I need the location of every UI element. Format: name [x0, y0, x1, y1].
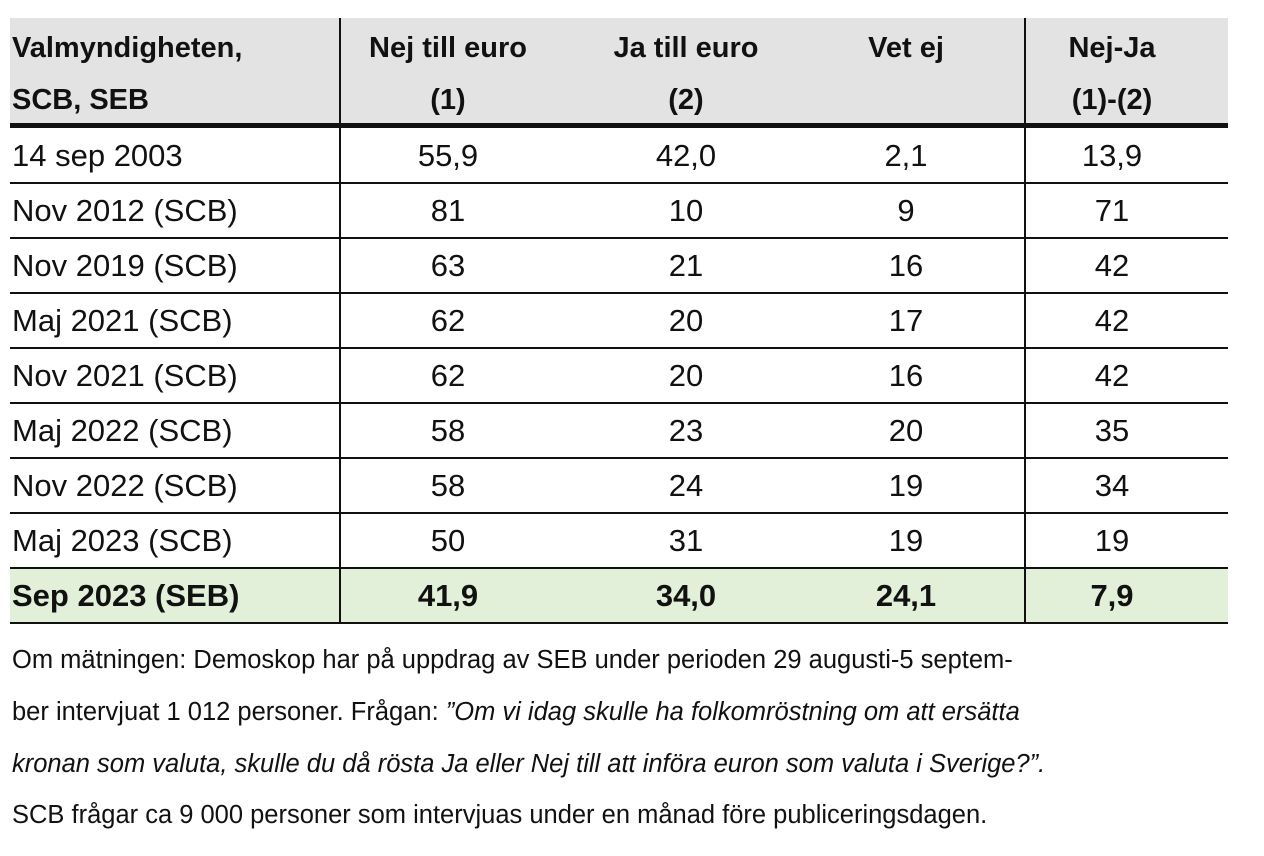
table-cell: 42 [1094, 303, 1130, 338]
table-cell: 62 [430, 358, 466, 393]
row-rule [10, 347, 1228, 349]
table-cell: 7,9 [1090, 578, 1134, 613]
table-cell: 34,0 [655, 578, 717, 613]
row-rule [10, 512, 1228, 514]
table-cell: 17 [888, 303, 924, 338]
header-cell: Nej till euro [369, 32, 527, 64]
header-cell: Ja till euro [613, 32, 759, 64]
column-divider [1024, 18, 1026, 622]
row-rule [10, 292, 1228, 294]
header-cell: Nej-Ja [1068, 32, 1156, 64]
row-rule [10, 237, 1228, 239]
note-line: SCB frågar ca 9 000 personer som intervj… [12, 801, 988, 829]
table-cell: Nov 2022 (SCB) [12, 468, 238, 503]
note-line: Om mätningen: Demoskop har på uppdrag av… [12, 646, 1013, 674]
header-rule [10, 123, 1228, 128]
table-cell: 21 [668, 248, 704, 283]
table-cell: 14 sep 2003 [12, 138, 183, 173]
table-cell: 63 [430, 248, 466, 283]
table-cell: 71 [1094, 193, 1130, 228]
table-cell: 50 [430, 523, 466, 558]
table-cell: 9 [897, 193, 915, 228]
table-cell: Nov 2019 (SCB) [12, 248, 238, 283]
table-cell: 19 [888, 523, 924, 558]
table-cell: 31 [668, 523, 704, 558]
table-cell: Maj 2023 (SCB) [12, 523, 233, 558]
header-cell: (2) [668, 84, 704, 116]
table-cell: Maj 2021 (SCB) [12, 303, 233, 338]
note-line: ber intervjuat 1 012 personer. Frågan: ”… [12, 697, 1020, 727]
table-cell: 20 [668, 358, 704, 393]
header-cell: SCB, SEB [12, 84, 149, 116]
row-rule [10, 567, 1228, 569]
table-cell: 81 [430, 193, 466, 228]
table-cell: 55,9 [417, 138, 479, 173]
table-cell: 19 [1094, 523, 1130, 558]
table-cell: 62 [430, 303, 466, 338]
note-text: ber intervjuat 1 012 personer. Frågan: [12, 698, 446, 726]
header-cell: (1)-(2) [1071, 84, 1153, 116]
table-cell: 23 [668, 413, 704, 448]
header-cell: (1) [430, 84, 466, 116]
table-cell: Nov 2021 (SCB) [12, 358, 238, 393]
table-cell: 34 [1094, 468, 1130, 503]
table-cell: Maj 2022 (SCB) [12, 413, 233, 448]
table-cell: 13,9 [1081, 138, 1143, 173]
table-cell: 20 [888, 413, 924, 448]
table-cell: 16 [888, 358, 924, 393]
note-quote: kronan som valuta, skulle du då rösta Ja… [12, 750, 1046, 778]
table-cell: 2,1 [884, 138, 928, 173]
table-cell: 42 [1094, 358, 1130, 393]
table-cell: 10 [668, 193, 704, 228]
table-cell: 24,1 [875, 578, 937, 613]
table-cell: 35 [1094, 413, 1130, 448]
table-cell: 42 [1094, 248, 1130, 283]
header-cell: Vet ej [868, 32, 944, 64]
row-rule [10, 182, 1228, 184]
note-quote: ”Om vi idag skulle ha folkomröstning om … [445, 698, 1020, 726]
header-cell: Valmyndigheten, [12, 32, 243, 64]
row-rule [10, 402, 1228, 404]
row-rule [10, 622, 1228, 624]
table-cell: Nov 2012 (SCB) [12, 193, 238, 228]
row-rule [10, 457, 1228, 459]
table-cell: 42,0 [655, 138, 717, 173]
table-cell: 19 [888, 468, 924, 503]
table-cell: 24 [668, 468, 704, 503]
table-cell: 20 [668, 303, 704, 338]
column-divider [339, 18, 341, 622]
table-cell: 16 [888, 248, 924, 283]
table-cell: 58 [430, 468, 466, 503]
table-cell: Sep 2023 (SEB) [12, 578, 240, 613]
table-cell: 58 [430, 413, 466, 448]
table-cell: 41,9 [417, 578, 479, 613]
